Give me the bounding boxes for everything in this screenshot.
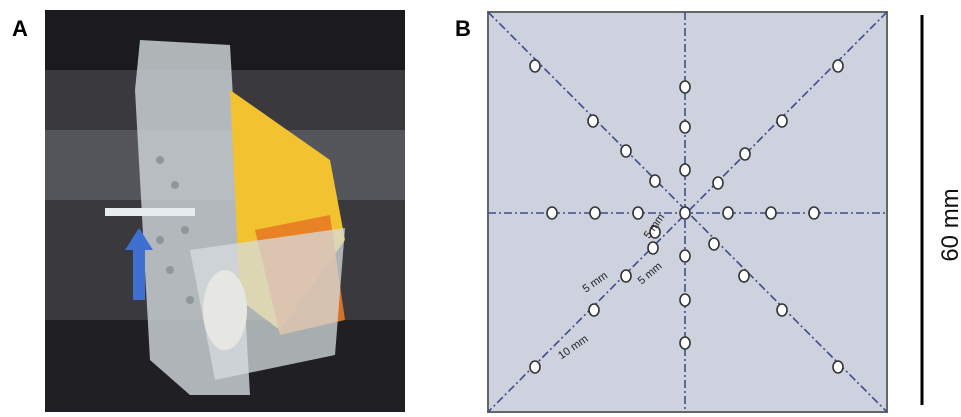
hole [709,238,719,250]
hole [621,145,631,157]
hole [713,177,723,189]
hole [777,304,787,316]
hole [680,121,690,133]
scale-label: 60 mm [937,188,961,261]
hole [766,207,776,219]
hole [633,207,643,219]
hole [648,242,658,254]
hole [590,207,600,219]
plate-diagram [488,12,887,412]
hole [777,115,787,127]
hole [833,60,843,72]
hole [530,361,540,373]
figure: A B 5 mm 5 mm 5 mm 10 mm 60 mm [0,0,961,417]
hole [621,270,631,282]
panel-label: A [12,16,28,41]
hole [723,207,733,219]
panel-label: B [455,16,471,41]
hole [680,294,690,306]
hole [680,164,690,176]
hole [588,115,598,127]
hole [680,250,690,262]
hole [740,148,750,160]
hole [680,337,690,349]
hole [680,81,690,93]
hole [833,361,843,373]
hole [809,207,819,219]
hole [589,304,599,316]
hole [739,270,749,282]
hole [650,175,660,187]
hole [680,207,690,219]
hole [547,207,557,219]
photo [45,10,405,412]
hole [530,60,540,72]
